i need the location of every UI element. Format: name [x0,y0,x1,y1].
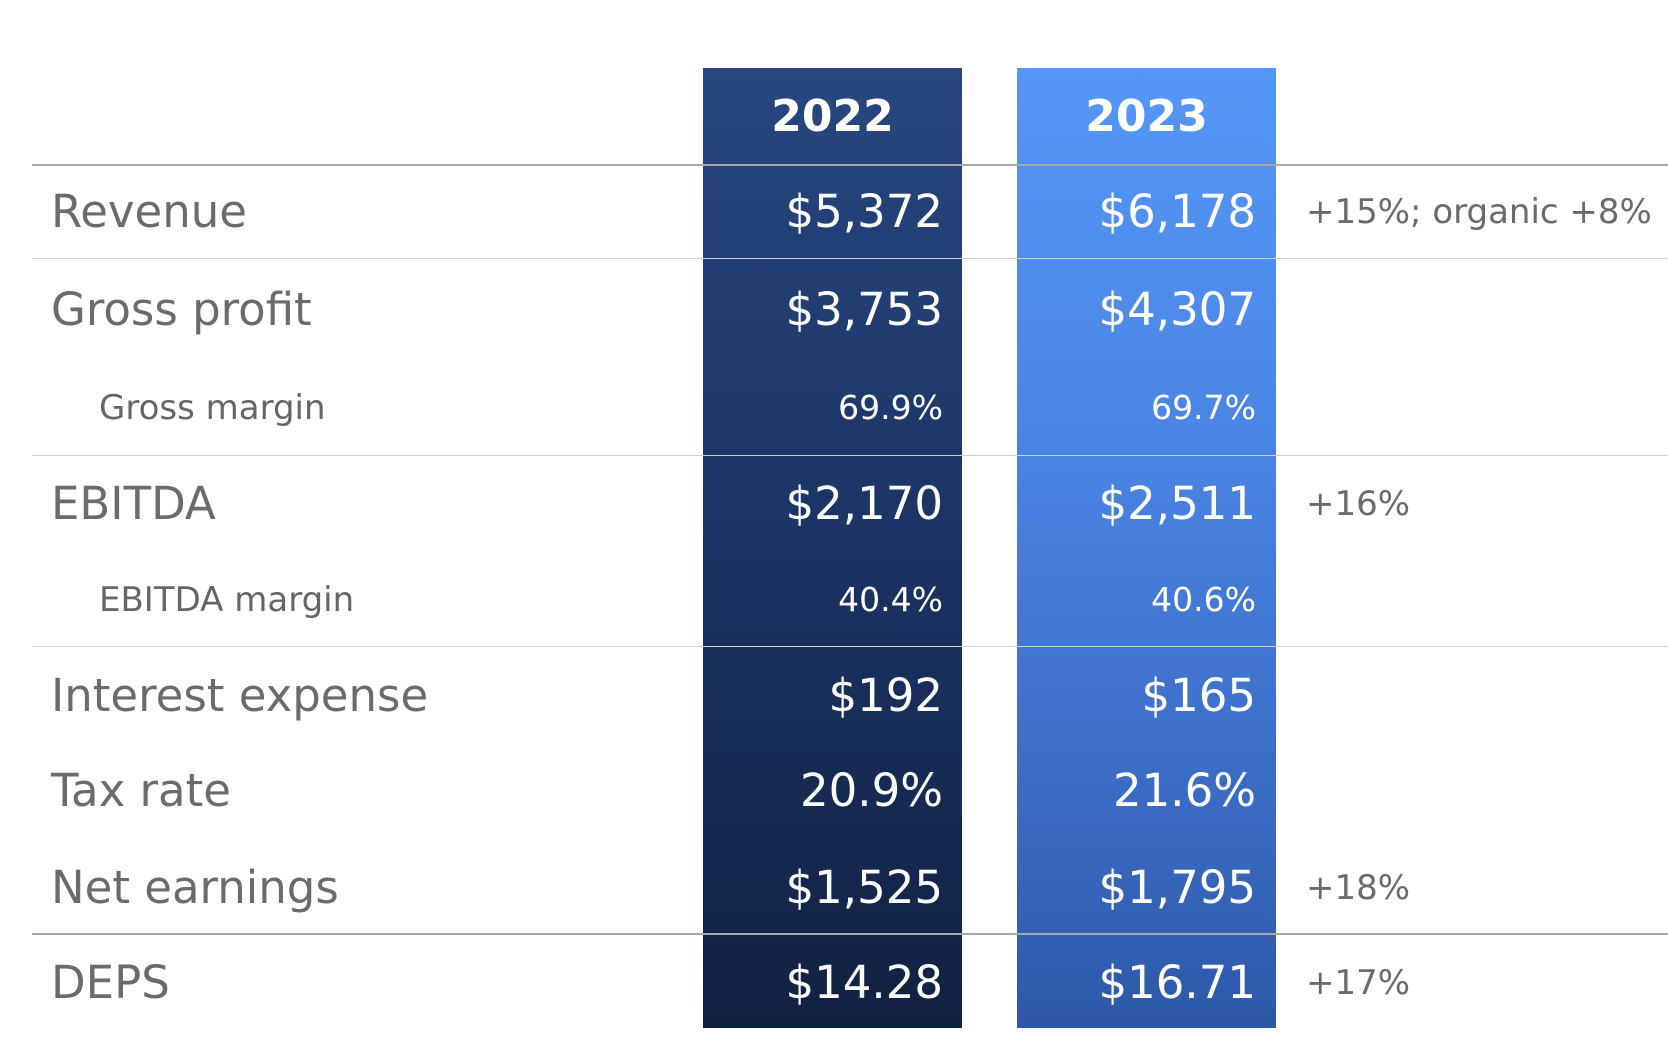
row-divider [32,258,1668,259]
value-2023: $16.71 [1098,956,1256,1009]
column-2022-background [703,68,962,1028]
column-2023-background [1017,68,1276,1028]
table-row-tax-rate: Tax rate 20.9% 21.6% [0,761,1668,821]
value-2023: $2,511 [1098,477,1256,530]
table-row-revenue: Revenue $5,372 $6,178 +15%; organic +8% [0,182,1668,242]
value-2023: $165 [1141,669,1256,722]
row-divider [32,646,1668,647]
table-row-net-earnings: Net earnings $1,525 $1,795 +18% [0,858,1668,918]
table-row-deps: DEPS $14.28 $16.71 +17% [0,953,1668,1013]
column-header-2023: 2023 [1085,91,1208,142]
row-label: DEPS [51,956,170,1009]
row-label: Revenue [51,185,247,238]
row-label: Interest expense [51,669,429,722]
value-2022: 20.9% [800,764,943,817]
value-2023: 21.6% [1113,764,1256,817]
value-2023: 40.6% [1151,580,1256,619]
value-2023: $4,307 [1098,283,1256,336]
row-label: EBITDA margin [99,580,355,620]
table-row-gross-margin: Gross margin 69.9% 69.7% [0,378,1668,438]
table-row-interest-expense: Interest expense $192 $165 [0,666,1668,726]
value-2023: $6,178 [1098,185,1256,238]
value-2022: $1,525 [785,861,943,914]
value-2023: $1,795 [1098,861,1256,914]
value-2022: $2,170 [785,477,943,530]
table-row-ebitda-margin: EBITDA margin 40.4% 40.6% [0,570,1668,630]
deps-divider [32,933,1668,935]
row-label: Gross margin [99,388,326,428]
value-2023: 69.7% [1151,388,1256,427]
value-2022: $3,753 [785,283,943,336]
value-2022: 40.4% [838,580,943,619]
value-2022: 69.9% [838,388,943,427]
value-2022: $5,372 [785,185,943,238]
header-divider [32,164,1668,166]
row-label: EBITDA [51,477,216,530]
value-2022: $192 [828,669,943,722]
row-label: Tax rate [51,764,231,817]
table-row-ebitda: EBITDA $2,170 $2,511 +16% [0,474,1668,534]
column-header-2022: 2022 [771,91,894,142]
table-row-gross-profit: Gross profit $3,753 $4,307 [0,280,1668,340]
row-divider [32,455,1668,456]
growth-note: +18% [1306,868,1411,908]
value-2022: $14.28 [785,956,943,1009]
growth-note: +16% [1306,484,1411,524]
row-label: Gross profit [51,283,312,336]
row-label: Net earnings [51,861,339,914]
growth-note: +15%; organic +8% [1306,192,1652,232]
growth-note: +17% [1306,963,1411,1003]
